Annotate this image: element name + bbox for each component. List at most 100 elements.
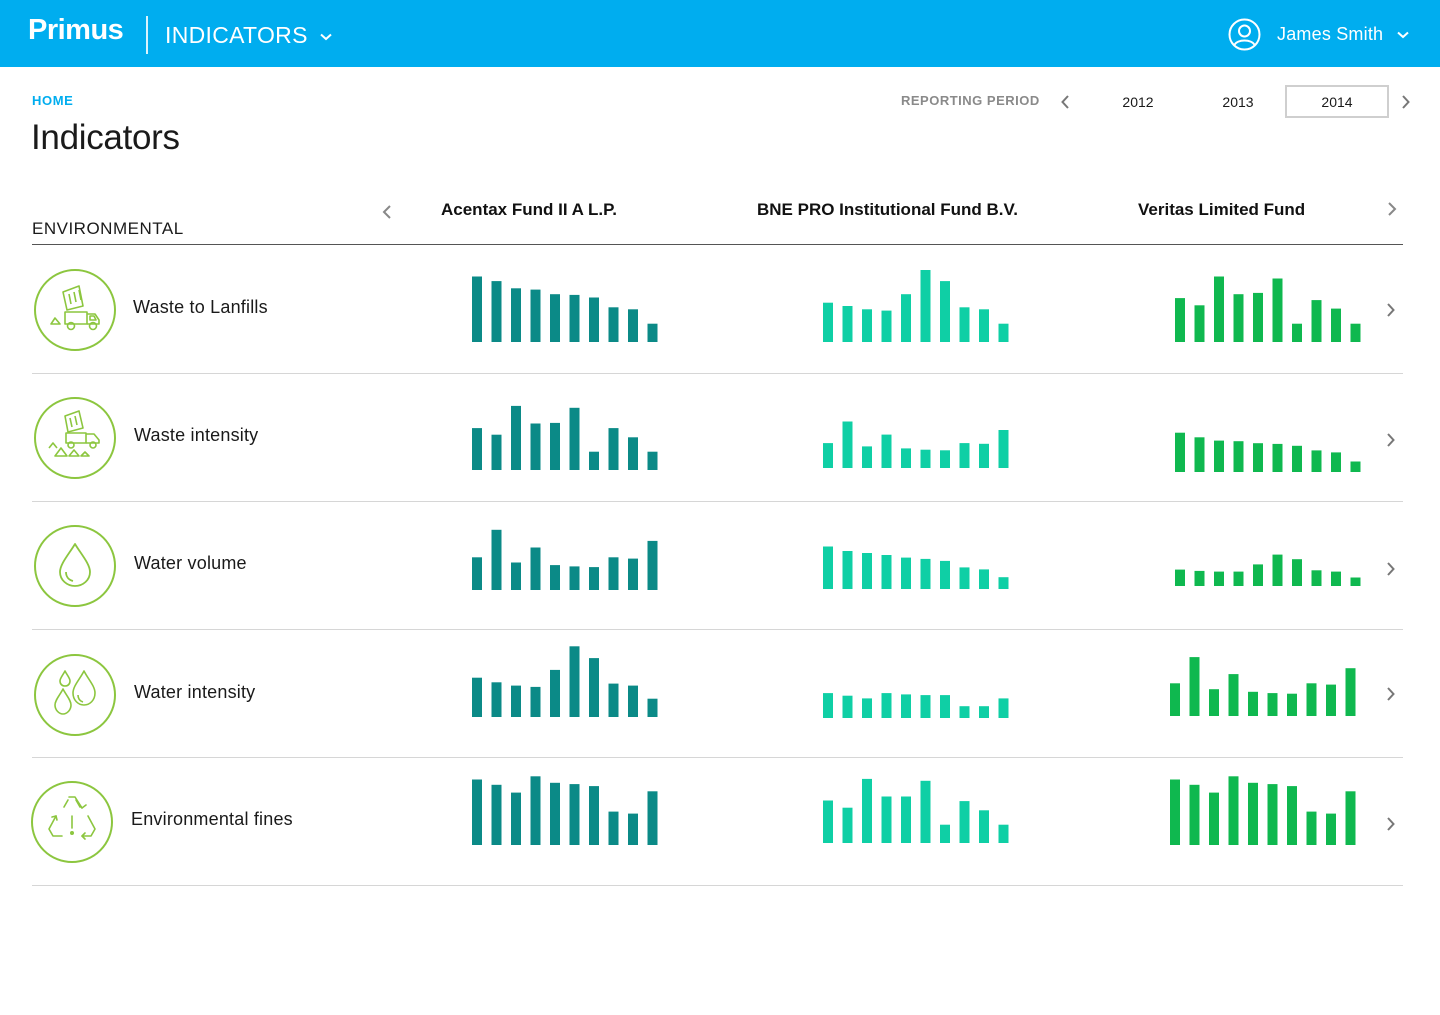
bar bbox=[881, 310, 892, 342]
user-name: James Smith bbox=[1277, 24, 1384, 44]
fund-header-bne-pro[interactable]: BNE PRO Institutional Fund B.V. bbox=[757, 200, 1018, 219]
bar bbox=[862, 553, 872, 589]
bar bbox=[1331, 452, 1341, 472]
bar bbox=[881, 434, 892, 468]
sparkline-acentax bbox=[472, 405, 658, 470]
bar bbox=[491, 682, 502, 717]
bar bbox=[920, 270, 931, 342]
bar bbox=[628, 437, 638, 470]
indicator-row-waste-to-lanfills[interactable]: Waste to Lanfills bbox=[32, 246, 1403, 374]
row-chevron-right-icon[interactable] bbox=[1386, 816, 1396, 832]
breadcrumb-home[interactable]: HOME bbox=[32, 93, 74, 108]
bar bbox=[511, 685, 521, 717]
bar bbox=[1287, 693, 1297, 716]
category-label: ENVIRONMENTAL bbox=[32, 219, 184, 238]
user-menu[interactable]: James Smith bbox=[1228, 18, 1409, 51]
bar bbox=[940, 281, 950, 342]
bar bbox=[491, 281, 502, 342]
bar bbox=[920, 695, 931, 718]
bar bbox=[998, 698, 1009, 718]
bar bbox=[862, 309, 872, 342]
bar bbox=[1194, 570, 1205, 586]
bar bbox=[901, 694, 911, 718]
bar bbox=[589, 451, 599, 470]
fund-header-acentax[interactable]: Acentax Fund II A L.P. bbox=[441, 200, 618, 219]
section-dropdown[interactable]: INDICATORS bbox=[165, 22, 332, 49]
bar bbox=[1228, 674, 1239, 716]
bar bbox=[589, 567, 599, 590]
year-option-2014-selected[interactable]: 2014 bbox=[1285, 85, 1389, 118]
bar bbox=[1331, 571, 1341, 586]
indicator-label: Waste to Lanfills bbox=[133, 297, 268, 317]
sparkline-bne-pro bbox=[823, 693, 1009, 718]
bar bbox=[1175, 298, 1185, 342]
bar bbox=[959, 801, 970, 843]
period-prev-chevron-icon[interactable] bbox=[1060, 94, 1070, 110]
bar bbox=[1175, 432, 1185, 472]
bar bbox=[1253, 292, 1263, 342]
bar bbox=[608, 428, 619, 470]
bar bbox=[1253, 564, 1263, 586]
bar bbox=[979, 443, 989, 468]
row-chevron-right-icon[interactable] bbox=[1386, 561, 1396, 577]
row-chevron-right-icon[interactable] bbox=[1386, 432, 1396, 448]
page-title: Indicators bbox=[31, 118, 180, 157]
bar bbox=[979, 309, 989, 342]
bar bbox=[1233, 571, 1244, 586]
bar bbox=[1214, 276, 1224, 342]
bar bbox=[647, 791, 658, 845]
sparkline-veritas bbox=[1175, 276, 1361, 342]
period-next-chevron-icon[interactable] bbox=[1401, 94, 1411, 110]
user-avatar-icon bbox=[1228, 18, 1261, 51]
bar bbox=[647, 323, 658, 342]
sparkline-veritas bbox=[1175, 432, 1361, 472]
bar bbox=[823, 800, 833, 843]
bar bbox=[979, 569, 989, 589]
bar bbox=[550, 669, 560, 717]
bar bbox=[1272, 278, 1283, 342]
bar bbox=[647, 451, 658, 470]
bar bbox=[569, 784, 580, 845]
indicator-row-water-volume[interactable]: Water volume bbox=[32, 502, 1403, 630]
sparkline-acentax bbox=[472, 529, 658, 590]
bar bbox=[1272, 443, 1283, 472]
bar bbox=[920, 449, 931, 468]
bar bbox=[608, 307, 619, 342]
bar bbox=[647, 698, 658, 717]
bar bbox=[881, 693, 892, 718]
bar bbox=[1209, 792, 1219, 845]
funds-prev-chevron-icon[interactable] bbox=[381, 203, 393, 221]
bar bbox=[1292, 323, 1302, 342]
bar bbox=[1267, 784, 1278, 845]
bar bbox=[1194, 305, 1205, 342]
bar bbox=[511, 562, 521, 590]
year-option-2012[interactable]: 2012 bbox=[1122, 93, 1154, 110]
hazard-recycle-icon bbox=[31, 781, 113, 863]
bar bbox=[862, 698, 872, 718]
bar bbox=[628, 813, 638, 845]
bar bbox=[920, 780, 931, 843]
bar bbox=[940, 824, 950, 843]
bar bbox=[1214, 440, 1224, 472]
year-option-2013[interactable]: 2013 bbox=[1222, 93, 1254, 110]
bar bbox=[901, 294, 911, 342]
funds-next-chevron-icon[interactable] bbox=[1386, 200, 1398, 218]
water-drops-icon bbox=[34, 654, 116, 736]
bar bbox=[1287, 786, 1297, 845]
bar bbox=[530, 423, 541, 470]
bar bbox=[1272, 554, 1283, 586]
indicator-row-water-intensity[interactable]: Water intensity bbox=[32, 630, 1403, 758]
bar bbox=[511, 288, 521, 342]
bar bbox=[1228, 776, 1239, 845]
app-logo[interactable]: Primus bbox=[28, 14, 124, 46]
row-chevron-right-icon[interactable] bbox=[1386, 302, 1396, 318]
bar bbox=[1292, 559, 1302, 586]
bar bbox=[550, 565, 560, 590]
bar bbox=[608, 557, 619, 590]
indicator-row-waste-intensity[interactable]: Waste intensity bbox=[32, 374, 1403, 502]
bar bbox=[1306, 683, 1317, 716]
fund-header-veritas[interactable]: Veritas Limited Fund bbox=[1138, 200, 1306, 219]
indicator-row-environmental-fines[interactable]: Environmental fines bbox=[31, 758, 1403, 886]
sparkline-veritas bbox=[1170, 776, 1356, 845]
row-chevron-right-icon[interactable] bbox=[1386, 686, 1396, 702]
